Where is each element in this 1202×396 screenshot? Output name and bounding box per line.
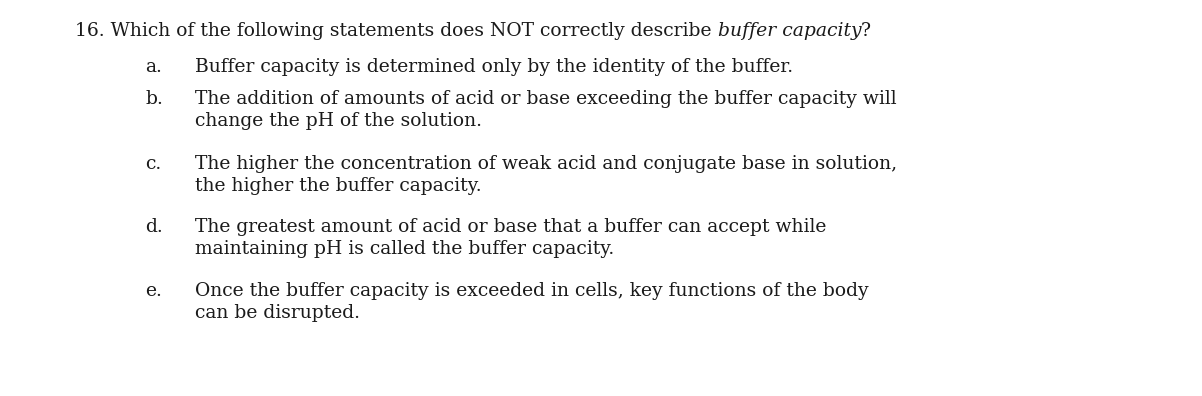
Text: a.: a.	[145, 58, 162, 76]
Text: ?: ?	[861, 22, 871, 40]
Text: The greatest amount of acid or base that a buffer can accept while: The greatest amount of acid or base that…	[195, 218, 827, 236]
Text: Once the buffer capacity is exceeded in cells, key functions of the body: Once the buffer capacity is exceeded in …	[195, 282, 869, 300]
Text: The higher the concentration of weak acid and conjugate base in solution,: The higher the concentration of weak aci…	[195, 155, 897, 173]
Text: the higher the buffer capacity.: the higher the buffer capacity.	[195, 177, 482, 195]
Text: d.: d.	[145, 218, 162, 236]
Text: Buffer capacity is determined only by the identity of the buffer.: Buffer capacity is determined only by th…	[195, 58, 793, 76]
Text: buffer capacity: buffer capacity	[718, 22, 861, 40]
Text: b.: b.	[145, 90, 163, 108]
Text: 16. Which of the following statements does NOT correctly describe: 16. Which of the following statements do…	[75, 22, 718, 40]
Text: e.: e.	[145, 282, 162, 300]
Text: maintaining pH is called the buffer capacity.: maintaining pH is called the buffer capa…	[195, 240, 614, 258]
Text: can be disrupted.: can be disrupted.	[195, 304, 361, 322]
Text: c.: c.	[145, 155, 161, 173]
Text: change the pH of the solution.: change the pH of the solution.	[195, 112, 482, 130]
Text: The addition of amounts of acid or base exceeding the buffer capacity will: The addition of amounts of acid or base …	[195, 90, 897, 108]
